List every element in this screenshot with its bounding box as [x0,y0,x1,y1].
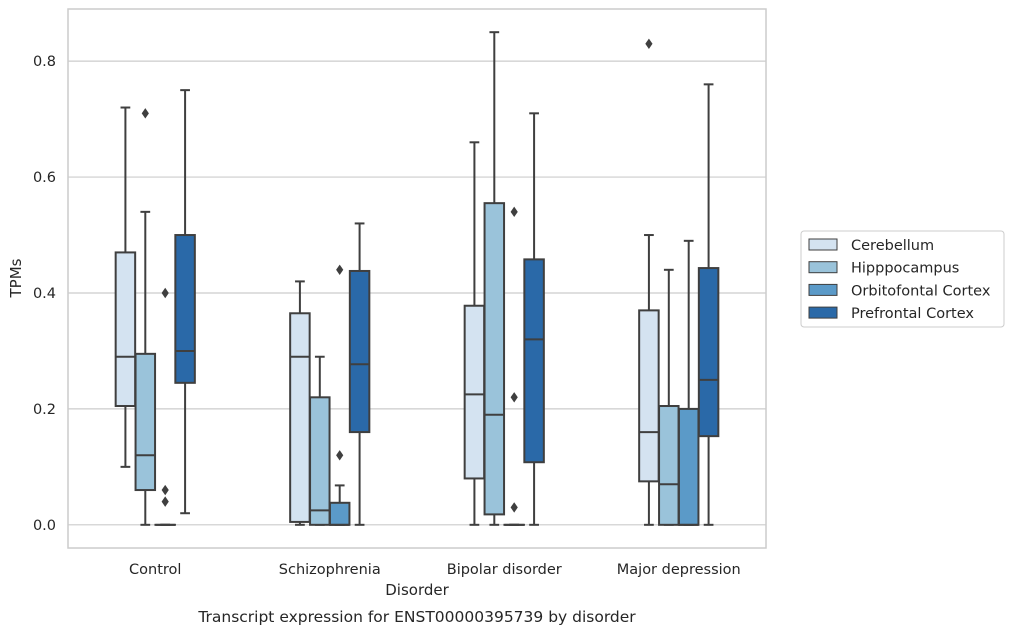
y-tick-label: 0.0 [33,518,56,534]
box-iqr [658,405,680,526]
box-orbitofontal-cortex [677,239,700,526]
box-cerebellum [114,106,137,468]
y-tick-labels: 0.0 0.2 0.4 0.6 0.8 [33,54,56,534]
y-tick-label: 0.8 [33,54,56,70]
outlier-point [161,496,169,507]
box-hipppocampus [134,108,157,526]
box-prefrontal-cortex [174,89,196,515]
outlier-point [510,392,518,403]
chart-caption: Transcript expression for ENST0000039573… [197,608,636,626]
legend-label: Cerebellum [851,238,934,254]
legend-label: Hipppocampus [851,261,959,277]
box-iqr [174,234,196,384]
box-iqr [483,202,506,516]
box-prefrontal-cortex [523,112,545,526]
box-prefrontal-cortex [348,222,371,526]
y-tick-label: 0.6 [33,170,56,186]
x-axis-label: Disorder [385,581,449,599]
box-orbitofontal-cortex [154,287,176,526]
box-iqr [638,309,660,483]
box-prefrontal-cortex [697,83,720,526]
x-tick-label: Control [129,562,181,578]
box-hipppocampus [309,355,331,526]
legend-swatch [808,283,838,296]
plot-area [114,31,720,526]
box-hipppocampus [483,31,506,526]
box-iqr [523,258,545,464]
box-iqr [134,352,157,492]
box-cerebellum [289,280,311,526]
box-iqr [463,304,486,480]
outlier-point [141,108,149,119]
x-tick-labels: Control Schizophrenia Bipolar disorder Majo… [129,562,741,578]
x-tick-label: Bipolar disorder [447,562,562,578]
y-axis-label: TPMs [7,258,25,298]
outlier-point [645,38,653,49]
x-tick-label: Schizophrenia [279,562,381,578]
legend-swatch [808,261,838,274]
legend-frame [800,230,1005,328]
outlier-point [161,484,169,496]
legend-label: Orbitofontal Cortex [851,283,991,299]
box-iqr [289,312,311,523]
box-iqr [114,251,137,408]
box-cerebellum [463,141,486,526]
legend-label: Prefrontal Cortex [851,306,974,322]
outlier-point [336,450,344,461]
legend-swatch [808,306,838,319]
x-tick-label: Major depression [617,562,741,578]
box-cerebellum [638,38,660,526]
outlier-point [336,264,344,276]
box-hipppocampus [658,268,680,526]
box-iqr [328,501,351,526]
outlier-point [510,206,518,218]
y-tick-label: 0.2 [33,402,56,418]
legend: Cerebellum Hipppocampus Orbitofontal Corte… [800,230,1005,328]
outlier-point [161,287,169,299]
box-iqr [677,407,700,526]
y-tick-label: 0.4 [33,286,56,302]
box-iqr [309,396,331,526]
box-iqr [348,269,371,434]
box-orbitofontal-cortex [503,206,525,526]
legend-swatch [808,238,838,251]
axes-frame [67,8,767,549]
box-orbitofontal-cortex [328,264,351,526]
outlier-point [510,502,518,513]
box-iqr [697,267,720,438]
